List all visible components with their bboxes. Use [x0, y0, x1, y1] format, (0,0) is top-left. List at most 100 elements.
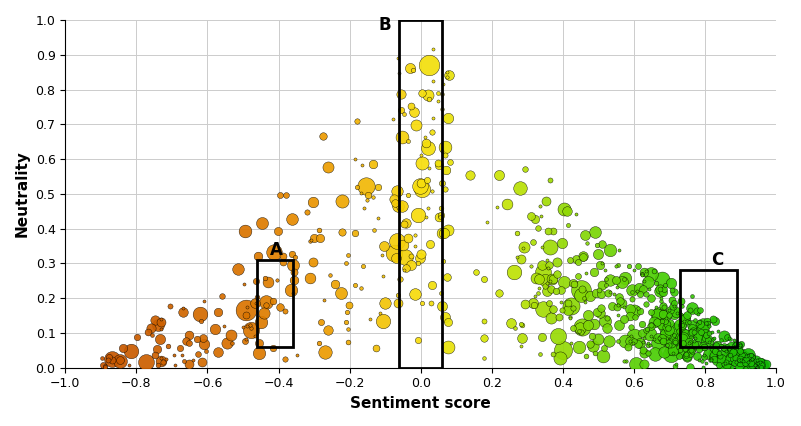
Point — [570, 256, 582, 263]
Point — [156, 359, 169, 366]
Point — [122, 362, 135, 368]
Point — [642, 279, 654, 285]
Point — [321, 327, 334, 334]
Point — [631, 341, 644, 348]
Point — [698, 334, 711, 341]
Point — [708, 350, 721, 357]
Point — [741, 358, 754, 365]
Point — [618, 274, 631, 281]
Point — [441, 115, 454, 122]
Point — [662, 306, 675, 313]
Point — [409, 231, 421, 238]
Point — [721, 334, 734, 340]
Point — [561, 207, 574, 214]
Point — [175, 351, 188, 358]
Point — [629, 314, 642, 320]
Point — [239, 338, 252, 345]
Point — [358, 205, 371, 212]
Point — [601, 314, 614, 321]
Point — [477, 334, 490, 341]
Point — [317, 296, 330, 303]
Point — [718, 345, 731, 352]
Point — [703, 338, 716, 345]
Point — [652, 340, 665, 346]
Point — [735, 340, 747, 347]
Point — [666, 297, 678, 304]
Point — [666, 350, 679, 357]
Point — [566, 305, 579, 312]
Point — [273, 303, 286, 310]
Point — [689, 317, 702, 324]
Point — [686, 321, 698, 328]
Point — [608, 291, 621, 297]
Point — [687, 338, 700, 345]
Point — [680, 350, 693, 357]
Point — [670, 360, 682, 367]
Point — [639, 268, 652, 274]
Point — [691, 311, 704, 317]
Point — [698, 328, 711, 335]
Point — [723, 336, 736, 343]
Point — [174, 345, 187, 351]
Point — [616, 278, 629, 285]
Point — [360, 197, 373, 204]
Point — [700, 318, 713, 325]
Point — [582, 322, 594, 329]
Point — [749, 361, 762, 368]
Point — [702, 337, 714, 343]
Point — [751, 356, 764, 363]
Point — [377, 243, 390, 250]
Point — [102, 357, 115, 363]
Point — [686, 329, 698, 336]
Point — [586, 332, 598, 339]
Point — [580, 240, 593, 247]
Point — [176, 309, 189, 316]
Point — [546, 351, 559, 358]
Point — [563, 315, 576, 322]
Point — [720, 348, 733, 354]
Point — [588, 321, 601, 328]
Point — [179, 338, 192, 345]
Point — [177, 305, 190, 312]
Point — [99, 363, 111, 369]
Point — [668, 288, 681, 295]
Point — [658, 348, 670, 355]
Point — [610, 284, 623, 291]
Point — [624, 333, 637, 340]
Point — [361, 192, 374, 199]
Point — [755, 361, 767, 368]
Point — [226, 340, 239, 346]
Point — [237, 281, 250, 288]
Point — [584, 340, 597, 347]
Point — [340, 260, 352, 267]
Point — [598, 345, 610, 351]
Point — [106, 356, 119, 363]
Point — [571, 272, 584, 279]
Point — [628, 338, 641, 345]
Point — [442, 71, 455, 78]
Point — [300, 209, 313, 216]
Point — [600, 282, 613, 288]
Point — [237, 324, 250, 331]
Point — [350, 184, 363, 190]
Point — [693, 357, 706, 364]
Y-axis label: Neutrality: Neutrality — [15, 150, 30, 237]
Point — [744, 353, 757, 360]
Point — [739, 353, 752, 360]
Point — [656, 334, 669, 341]
Point — [618, 303, 630, 310]
Point — [656, 317, 669, 324]
Point — [240, 307, 253, 314]
Point — [543, 277, 556, 284]
Point — [367, 193, 380, 200]
Point — [582, 311, 594, 318]
Point — [413, 255, 426, 262]
Point — [755, 362, 767, 368]
Point — [435, 205, 448, 212]
Point — [598, 318, 611, 325]
Point — [665, 340, 678, 346]
Point — [276, 253, 289, 259]
Point — [651, 311, 664, 317]
Point — [423, 62, 436, 69]
Point — [211, 309, 224, 316]
